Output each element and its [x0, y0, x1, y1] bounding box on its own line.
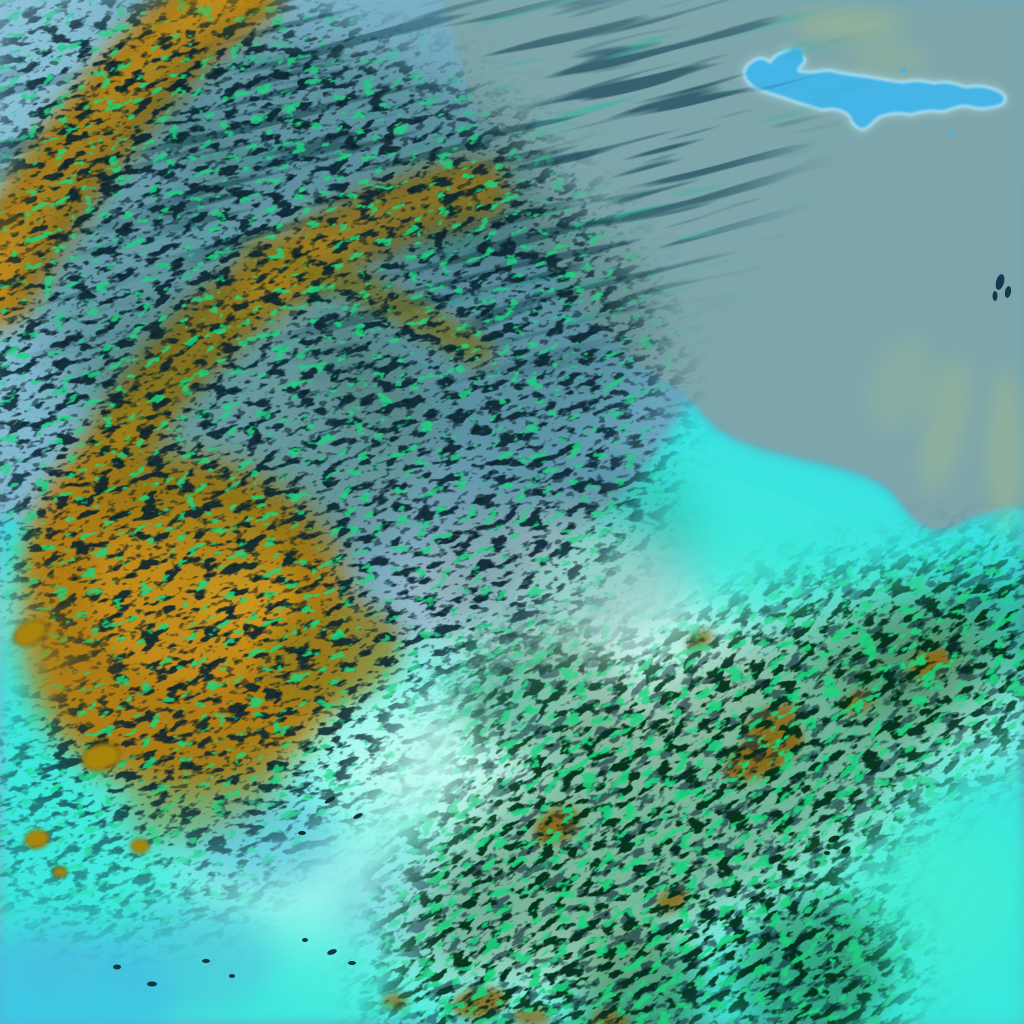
dark-speck: [229, 974, 235, 978]
dark-speck: [302, 938, 308, 942]
dark-speck: [348, 961, 356, 965]
dark-speck: [324, 796, 336, 804]
dark-speck: [298, 831, 306, 835]
dark-specks: [113, 274, 1012, 987]
dark-speck: [992, 291, 998, 301]
dark-speck: [1004, 286, 1012, 298]
dark-speck: [113, 964, 121, 970]
dark-speck: [841, 846, 851, 854]
dark-speck: [202, 959, 210, 963]
dark-speck: [828, 835, 840, 843]
dark-speck: [327, 949, 337, 955]
dark-speck: [995, 274, 1005, 290]
dark-speck: [824, 851, 830, 855]
dark-speck: [353, 813, 363, 819]
dark-speck: [147, 981, 157, 987]
